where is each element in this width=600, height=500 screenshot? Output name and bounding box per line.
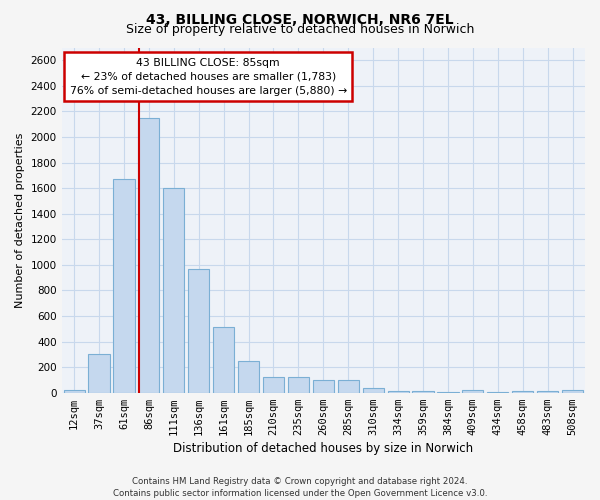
- Bar: [188, 268, 209, 392]
- Bar: [338, 380, 359, 392]
- Text: 43, BILLING CLOSE, NORWICH, NR6 7EL: 43, BILLING CLOSE, NORWICH, NR6 7EL: [146, 12, 454, 26]
- Bar: [138, 118, 160, 392]
- Bar: [113, 179, 134, 392]
- Bar: [263, 378, 284, 392]
- Bar: [64, 390, 85, 392]
- Bar: [462, 390, 484, 392]
- Bar: [288, 378, 309, 392]
- Bar: [362, 388, 384, 392]
- Bar: [88, 354, 110, 393]
- Text: 43 BILLING CLOSE: 85sqm
← 23% of detached houses are smaller (1,783)
76% of semi: 43 BILLING CLOSE: 85sqm ← 23% of detache…: [70, 58, 347, 96]
- Y-axis label: Number of detached properties: Number of detached properties: [15, 132, 25, 308]
- Text: Size of property relative to detached houses in Norwich: Size of property relative to detached ho…: [126, 22, 474, 36]
- Bar: [313, 380, 334, 392]
- Bar: [562, 390, 583, 392]
- Bar: [238, 362, 259, 392]
- Bar: [388, 391, 409, 392]
- Bar: [163, 188, 184, 392]
- Text: Contains HM Land Registry data © Crown copyright and database right 2024.
Contai: Contains HM Land Registry data © Crown c…: [113, 476, 487, 498]
- X-axis label: Distribution of detached houses by size in Norwich: Distribution of detached houses by size …: [173, 442, 473, 455]
- Bar: [213, 328, 234, 392]
- Bar: [512, 391, 533, 392]
